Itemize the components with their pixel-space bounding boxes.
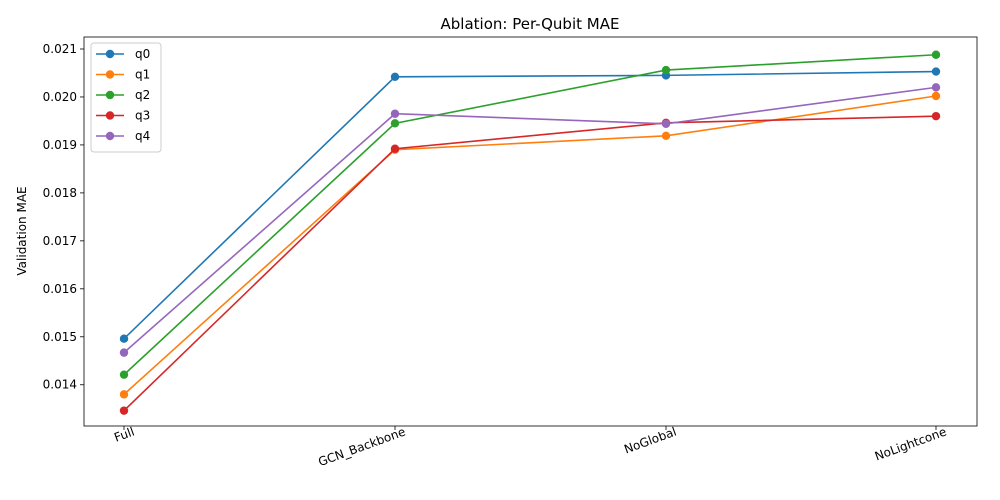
y-axis: 0.014 0.015 0.016 0.017 0.018 0.019 0.020 0.021 (43, 42, 84, 392)
y-tick-label: 0.020 (43, 90, 77, 104)
y-tick-label: 0.016 (43, 282, 77, 296)
data-point-q2 (931, 50, 941, 59)
x-tick-label: NoLightcone (873, 425, 948, 464)
chart-title: Ablation: Per-Qubit MAE (441, 15, 620, 33)
legend-marker-q0 (105, 49, 115, 59)
legend-label-q0: q0 (135, 47, 150, 61)
data-point-q0 (931, 67, 941, 76)
series-line-q2 (123, 53, 937, 376)
data-point-q2 (119, 370, 129, 379)
plot-area (83, 36, 978, 427)
y-tick-label: 0.019 (43, 138, 77, 152)
data-point-q3 (390, 144, 400, 153)
legend: q0 q1 q2 q3 q4 (90, 42, 162, 153)
data-point-q0 (390, 72, 400, 82)
data-point-q2 (390, 119, 400, 128)
legend-box (90, 42, 162, 153)
x-tick-label: NoGlobal (622, 425, 678, 457)
data-point-q1 (661, 131, 671, 141)
series-line-q0 (123, 70, 937, 340)
data-point-q1 (931, 91, 941, 101)
data-point-q1 (119, 390, 129, 399)
series-line-q1 (123, 95, 937, 395)
legend-label-q4: q4 (135, 129, 150, 143)
legend-label-q1: q1 (135, 68, 150, 82)
data-point-q4 (390, 109, 400, 118)
x-tick-label: GCN_Backbone (316, 425, 407, 470)
y-tick-label: 0.015 (43, 330, 77, 344)
legend-marker-q3 (105, 111, 115, 120)
legend-label-q3: q3 (135, 109, 150, 123)
data-point-q4 (119, 348, 129, 357)
data-point-q4 (931, 83, 941, 92)
series-group (119, 50, 941, 415)
legend-label-q2: q2 (135, 88, 150, 102)
y-axis-label: Validation MAE (15, 186, 29, 275)
data-point-q2 (661, 65, 671, 75)
series-line-q3 (123, 115, 937, 412)
data-point-q3 (931, 111, 941, 121)
data-point-q3 (119, 406, 129, 415)
y-tick-label: 0.014 (43, 378, 77, 392)
series-line-q4 (123, 86, 937, 354)
data-point-q0 (119, 334, 129, 343)
legend-marker-q2 (105, 90, 115, 100)
legend-marker-q4 (105, 131, 115, 141)
data-point-q4 (661, 119, 671, 129)
y-tick-label: 0.018 (43, 186, 77, 200)
legend-marker-q1 (105, 70, 115, 79)
y-tick-label: 0.021 (43, 42, 77, 56)
x-axis: Full GCN_Backbone NoGlobal NoLightcone (112, 425, 948, 470)
x-tick-label: Full (112, 425, 136, 445)
y-tick-label: 0.017 (43, 234, 77, 248)
